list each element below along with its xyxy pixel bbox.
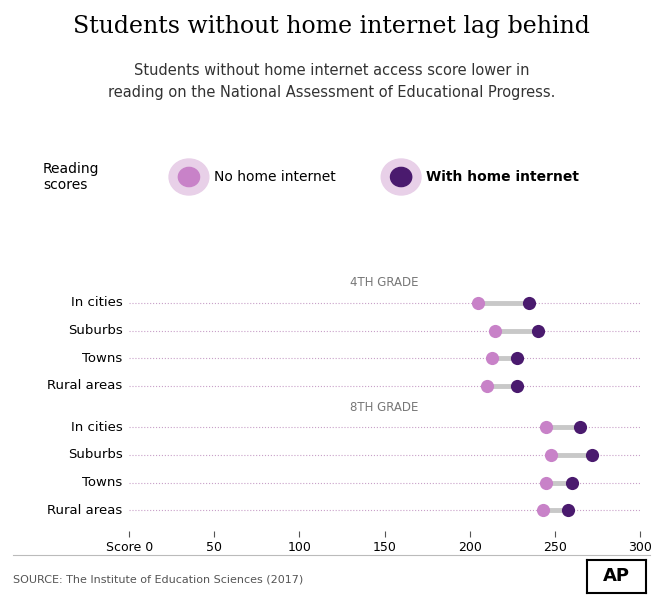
Text: In cities: In cities	[71, 421, 123, 434]
Point	[566, 478, 577, 487]
Point	[512, 381, 522, 391]
Text: Reading
scores: Reading scores	[43, 162, 99, 192]
Text: Students without home internet access score lower in
reading on the National Ass: Students without home internet access sc…	[108, 63, 555, 100]
Text: With home internet: With home internet	[426, 170, 579, 184]
Text: Towns: Towns	[82, 476, 123, 489]
Text: Rural areas: Rural areas	[47, 504, 123, 517]
Point	[563, 505, 573, 515]
Point	[541, 478, 552, 487]
Point	[524, 298, 534, 308]
Point	[490, 326, 501, 335]
Point	[532, 326, 543, 335]
Point	[541, 422, 552, 432]
Point	[481, 381, 492, 391]
Text: In cities: In cities	[71, 296, 123, 310]
Point	[487, 353, 497, 363]
Text: 4TH GRADE: 4TH GRADE	[350, 276, 419, 289]
Point	[546, 450, 557, 460]
Text: Towns: Towns	[82, 352, 123, 365]
Text: No home internet: No home internet	[214, 170, 336, 184]
Point	[587, 450, 597, 460]
Text: Suburbs: Suburbs	[68, 324, 123, 337]
Text: SOURCE: The Institute of Education Sciences (2017): SOURCE: The Institute of Education Scien…	[13, 575, 304, 585]
Text: Students without home internet lag behind: Students without home internet lag behin…	[73, 15, 590, 38]
Point	[512, 353, 522, 363]
Point	[473, 298, 483, 308]
Point	[575, 422, 585, 432]
Point	[538, 505, 548, 515]
Text: 8TH GRADE: 8TH GRADE	[350, 401, 419, 414]
Text: Score 0: Score 0	[105, 541, 153, 554]
Text: Rural areas: Rural areas	[47, 379, 123, 392]
Text: AP: AP	[603, 568, 630, 586]
Text: Suburbs: Suburbs	[68, 448, 123, 461]
